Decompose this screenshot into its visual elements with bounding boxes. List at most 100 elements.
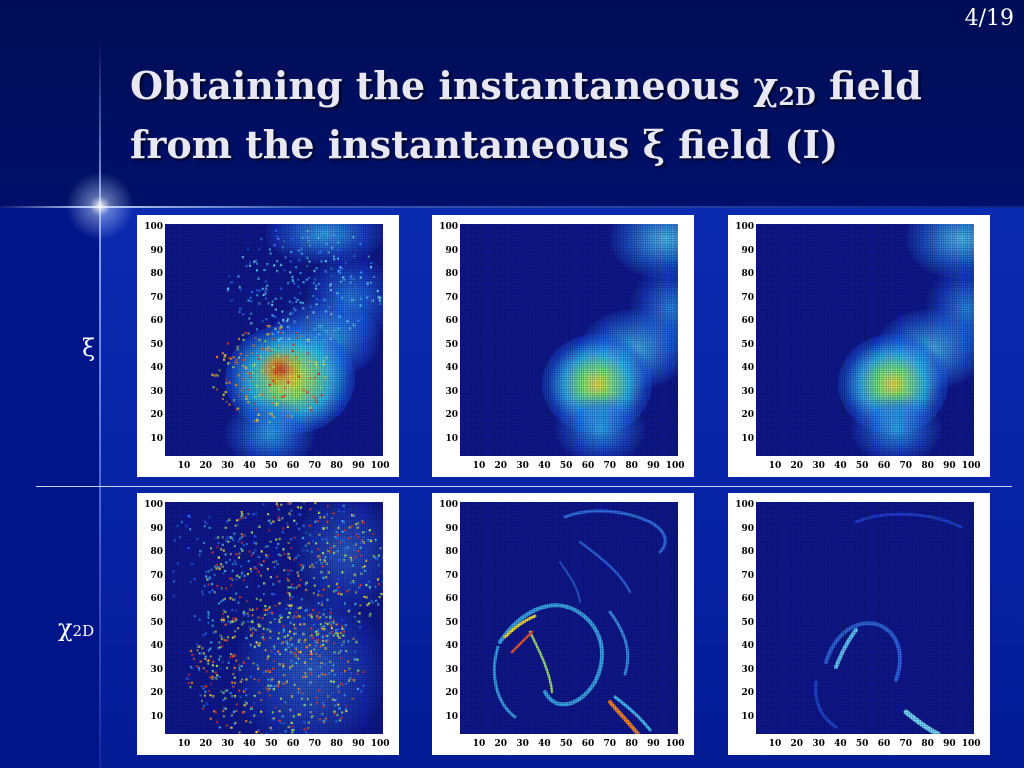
y-tick-label: 90 (445, 245, 458, 256)
x-tick-label: 10 (768, 461, 782, 471)
heatmap-image (165, 502, 383, 734)
row-label-chi-symbol: χ (58, 614, 73, 642)
x-tick-label: 80 (330, 739, 343, 749)
y-tick-label: 60 (150, 594, 163, 604)
x-tick-label: 30 (516, 461, 529, 471)
y-tick-label: 80 (445, 547, 458, 557)
x-tick-label: 90 (352, 461, 365, 471)
y-tick-label: 90 (445, 523, 458, 534)
y-tick-label: 30 (741, 664, 754, 675)
y-tick-label: 90 (741, 523, 754, 534)
chi-panel-filtered-2: 100 90 80 70 60 50 40 30 20 10 10 20 30 40 50 60 70 80 90 1… (728, 493, 990, 755)
y-tick-label: 40 (150, 641, 163, 651)
x-tick-label: 90 (647, 461, 660, 471)
y-tick-label: 30 (741, 386, 754, 397)
title-line1-text: Obtaining the instantaneous χ (130, 63, 779, 108)
x-tick-label: 40 (243, 739, 256, 749)
x-tick-label: 70 (899, 461, 913, 471)
x-tick-label: 40 (538, 739, 551, 749)
x-tick-label: 80 (330, 461, 343, 471)
x-tick-label: 40 (243, 461, 256, 471)
x-tick-label: 100 (665, 739, 685, 749)
x-tick-label: 10 (177, 461, 191, 471)
row-label-chi-subscript: 2D (72, 622, 95, 640)
y-tick-label: 100 (144, 222, 163, 232)
y-tick-label: 30 (445, 664, 458, 675)
y-tick-label: 60 (741, 316, 754, 326)
y-tick-label: 80 (150, 269, 163, 279)
x-tick-label: 60 (877, 461, 891, 471)
heatmap-image (756, 224, 974, 456)
x-tick-label: 40 (834, 461, 847, 471)
y-tick-label: 70 (741, 570, 754, 581)
x-tick-label: 100 (961, 739, 981, 749)
y-tick-label: 60 (445, 316, 458, 326)
y-tick-label: 50 (150, 339, 163, 350)
x-tick-label: 50 (855, 461, 869, 471)
x-tick-label: 80 (625, 461, 638, 471)
y-tick-label: 40 (741, 363, 754, 373)
heatmap-image (165, 224, 383, 456)
y-tick-label: 20 (150, 410, 163, 420)
heatmap-image (756, 502, 974, 734)
y-tick-label: 30 (150, 664, 163, 675)
x-tick-label: 100 (665, 461, 685, 471)
xi-panel-filtered-2: 100 90 80 70 60 50 40 30 20 10 10 20 30 40 50 60 70 80 90 1… (728, 215, 990, 477)
x-tick-label: 60 (581, 461, 595, 471)
y-tick-label: 20 (445, 688, 458, 698)
page-number: 4/19 (964, 6, 1014, 31)
speckle-noise (172, 502, 383, 734)
title-band (0, 0, 1024, 208)
x-tick-label: 20 (494, 461, 508, 471)
y-tick-label: 50 (741, 617, 754, 628)
x-tick-label: 50 (559, 739, 573, 749)
x-tick-label: 100 (370, 739, 390, 749)
x-tick-label: 10 (472, 461, 486, 471)
x-tick-label: 100 (370, 461, 390, 471)
xi-panel-raw: 100 90 80 70 60 50 40 30 20 10 10 20 30 40 50 60 70 80 90 1… (137, 215, 399, 477)
left-band (0, 208, 100, 768)
y-tick-label: 100 (735, 222, 754, 232)
horizontal-accent-line (0, 206, 1024, 208)
title-subscript: 2D (778, 82, 816, 111)
y-tick-label: 10 (741, 433, 754, 444)
y-tick-label: 100 (144, 500, 163, 510)
y-tick-label: 40 (150, 363, 163, 373)
title-line1-end: field (815, 63, 922, 108)
y-tick-label: 30 (150, 386, 163, 397)
x-tick-label: 30 (516, 739, 529, 749)
x-tick-label: 20 (790, 461, 804, 471)
row-label-chi: χ2D (58, 614, 94, 642)
x-tick-label: 60 (877, 739, 891, 749)
y-tick-label: 100 (439, 500, 458, 510)
x-tick-label: 50 (264, 739, 278, 749)
x-tick-label: 80 (921, 461, 934, 471)
x-tick-label: 70 (603, 739, 617, 749)
y-tick-label: 50 (741, 339, 754, 350)
y-tick-label: 90 (150, 245, 163, 256)
x-tick-label: 30 (221, 461, 234, 471)
y-tick-label: 10 (445, 711, 458, 722)
row-divider (36, 486, 1012, 487)
heatmap-image (460, 224, 678, 456)
chi-panel-filtered-1: 100 90 80 70 60 50 40 30 20 10 10 20 30 40 50 60 70 80 90 1… (432, 493, 694, 755)
speckle-noise (211, 225, 382, 424)
y-tick-label: 20 (150, 688, 163, 698)
y-tick-label: 100 (439, 222, 458, 232)
y-tick-label: 10 (445, 433, 458, 444)
x-tick-label: 10 (472, 739, 486, 749)
ridge-lines (814, 512, 963, 734)
y-tick-label: 40 (741, 641, 754, 651)
x-tick-label: 10 (177, 739, 191, 749)
x-tick-label: 90 (352, 739, 365, 749)
y-tick-label: 80 (741, 269, 754, 279)
x-tick-label: 10 (768, 739, 782, 749)
y-tick-label: 70 (150, 292, 163, 303)
x-tick-label: 90 (943, 461, 956, 471)
row-label-xi: ξ (82, 334, 96, 362)
y-tick-label: 70 (445, 570, 458, 581)
slide-title: Obtaining the instantaneous χ2D field fr… (130, 62, 1010, 169)
x-tick-label: 50 (264, 461, 278, 471)
x-tick-label: 80 (921, 739, 934, 749)
y-tick-label: 10 (150, 711, 163, 722)
